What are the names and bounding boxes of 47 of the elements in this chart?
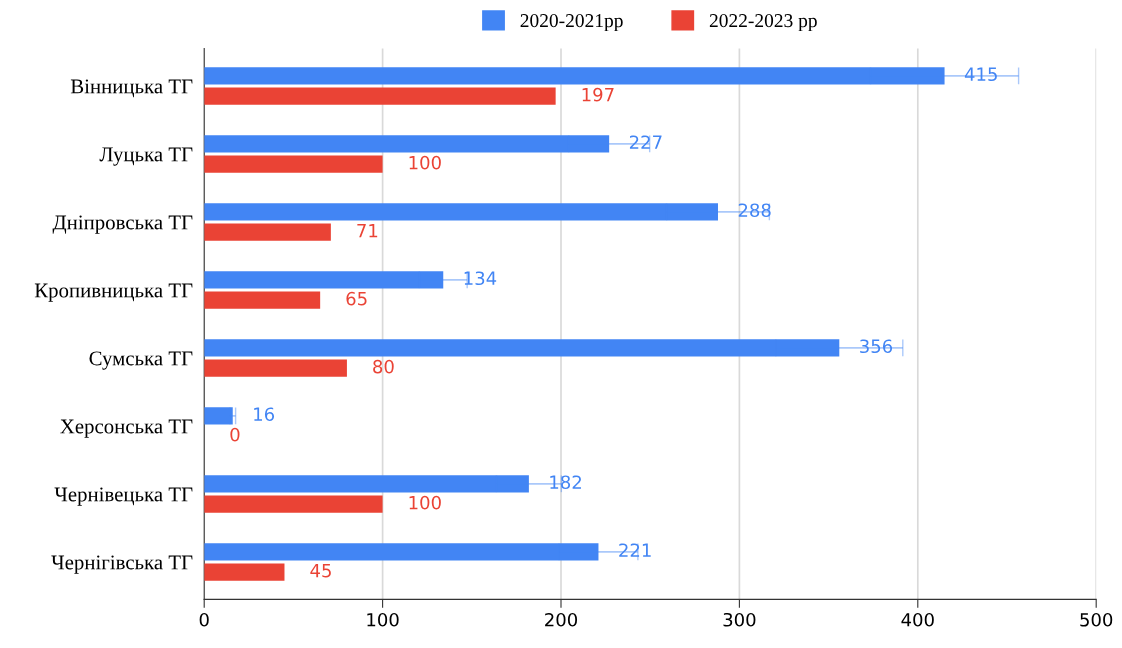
y-tick-label: Чернігівська ТГ [51, 555, 193, 574]
bar [204, 563, 285, 581]
bar [204, 291, 321, 309]
data-label: 0 [230, 427, 240, 442]
x-tick-label: 500 [1080, 612, 1113, 627]
bar [204, 359, 347, 377]
data-label: 16 [254, 407, 275, 422]
data-label: 80 [373, 359, 394, 374]
data-label: 227 [629, 135, 662, 149]
bar [204, 271, 444, 289]
y-tick-label: Дніпровська ТГ [52, 215, 193, 234]
data-label: 100 [409, 155, 441, 170]
x-tick-label: 0 [199, 612, 209, 627]
data-label: 415 [964, 67, 997, 82]
x-tick-label: 400 [901, 612, 934, 627]
bar [204, 135, 610, 153]
data-label: 65 [346, 291, 367, 306]
y-tick-label: Вінницька ТГ [70, 79, 193, 98]
data-label: 182 [550, 475, 581, 490]
data-label: 288 [738, 203, 771, 218]
data-label: 45 [310, 564, 331, 578]
bar [204, 475, 529, 493]
bar [204, 339, 840, 357]
y-tick-label: Кропивницька ТГ [34, 283, 193, 302]
y-tick-label: Сумська ТГ [89, 351, 193, 370]
y-tick-label: Луцька ТГ [99, 147, 193, 166]
data-label: 100 [409, 495, 441, 510]
bar [204, 67, 945, 85]
data-label: 356 [860, 339, 893, 354]
data-label: 197 [582, 87, 614, 102]
bar [204, 543, 599, 561]
data-label: 134 [464, 271, 497, 286]
x-tick-label: 300 [723, 612, 756, 627]
legend-label: 2020-2021рр [520, 14, 623, 32]
legend-label: 2022-2023 рр [709, 14, 817, 32]
data-label: 71 [357, 224, 378, 238]
data-label: 221 [619, 543, 651, 557]
bar [204, 155, 383, 173]
bar [204, 223, 331, 241]
bar [204, 203, 718, 221]
y-tick-label: Херсонська ТГ [60, 419, 193, 438]
x-tick-label: 100 [367, 612, 399, 627]
x-tick-label: 200 [545, 612, 578, 627]
bar [204, 495, 383, 513]
bar [204, 87, 556, 105]
y-tick-label: Чернівецька ТГ [54, 487, 193, 506]
bar [204, 407, 233, 425]
